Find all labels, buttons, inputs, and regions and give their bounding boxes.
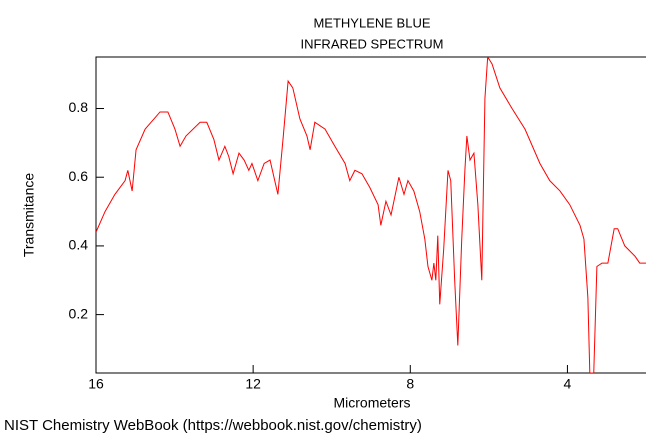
x-tick-label: 16 (88, 376, 104, 392)
y-tick-label: 0.2 (69, 305, 89, 321)
x-axis-label: Micrometers (333, 395, 410, 411)
y-axis-label: Transmitance (21, 173, 37, 258)
x-tick-label: 8 (406, 376, 414, 392)
spectrum-line (96, 57, 646, 373)
x-tick-label: 4 (564, 376, 572, 392)
y-tick-label: 0.8 (69, 99, 89, 115)
plot-frame (95, 56, 646, 374)
chart-title: METHYLENE BLUE (313, 15, 430, 30)
y-tick-label: 0.4 (69, 237, 89, 253)
footer: NIST Chemistry WebBook (https://webbook.… (4, 417, 422, 433)
x-tick-label: 12 (245, 376, 261, 392)
marks: 16 12 8 4 0.2 0.4 0.6 0.8 (69, 57, 646, 392)
chart-subtitle: INFRARED SPECTRUM (300, 36, 443, 51)
y-tick-label: 0.6 (69, 168, 89, 184)
